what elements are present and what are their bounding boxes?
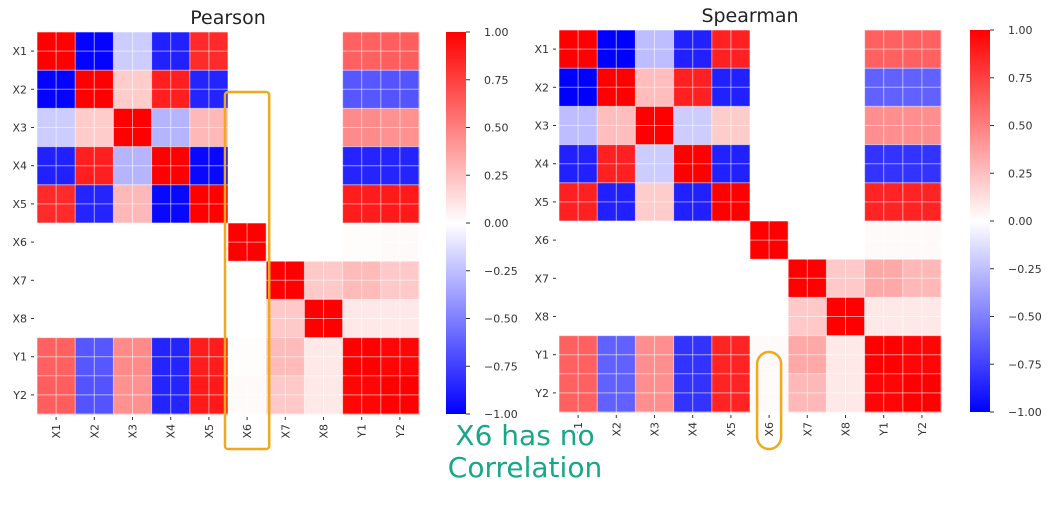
x-tick-label-X3: X3	[127, 424, 140, 439]
y-tick-label-X1: X1	[12, 45, 27, 58]
x-tick-label-X4: X4	[687, 422, 700, 437]
no-correlation-annotation: X6 has no Correlation	[430, 420, 620, 484]
colorbar-tick-label: 0.75	[1008, 72, 1033, 85]
y-tick-label-X7: X7	[12, 274, 27, 287]
y-tick-label-Y2: Y2	[12, 389, 27, 402]
y-tick-label-X5: X5	[12, 198, 27, 211]
y-tick-label-X3: X3	[12, 122, 27, 135]
x-tick-label-X2: X2	[88, 424, 101, 439]
colorbar-tick-label: 1.00	[1008, 24, 1033, 37]
x-tick-label-Y1: Y1	[356, 424, 369, 439]
x-tick-label-X6: X6	[763, 422, 776, 437]
y-tick-label-Y1: Y1	[12, 351, 27, 364]
colorbar-tick-label: 1.00	[484, 26, 509, 39]
colorbar-tick-label: 0.75	[484, 74, 509, 87]
colorbar-tick-label: 0.00	[1008, 215, 1033, 228]
colorbar-tick-label: −0.75	[484, 360, 518, 373]
x-tick-label-X7: X7	[279, 424, 292, 439]
y-tick-label-X1: X1	[534, 43, 549, 56]
x-tick-label-X8: X8	[318, 424, 331, 439]
colorbar-tick-label: −1.00	[484, 408, 518, 421]
y-tick-label-Y2: Y2	[534, 387, 549, 400]
colorbar-tick-label: −0.50	[1008, 311, 1042, 324]
y-tick-label-X7: X7	[534, 272, 549, 285]
y-tick-label-X8: X8	[534, 311, 549, 324]
y-tick-label-X2: X2	[534, 81, 549, 94]
x-tick-label-X4: X4	[165, 424, 178, 439]
colorbar-tick-label: −0.75	[1008, 358, 1042, 371]
x-tick-label-X6: X6	[241, 424, 254, 439]
annotation-line-2: Correlation	[447, 451, 603, 484]
x-tick-label-X2: X2	[610, 422, 623, 437]
x-tick-label-X7: X7	[801, 422, 814, 437]
chart-title: Spearman	[701, 5, 798, 27]
x-tick-label-X3: X3	[649, 422, 662, 437]
x-tick-label-X8: X8	[840, 422, 853, 437]
colorbar-tick-label: 0.25	[1008, 167, 1033, 180]
y-tick-label-X5: X5	[534, 196, 549, 209]
y-tick-label-X4: X4	[12, 160, 27, 173]
x-tick-label-X5: X5	[203, 424, 216, 439]
spearman-heatmap: Spearman X1 X2 X3 X4 X5 X6 X7 X8 Y1 Y2 X1 X2 X3 X4 X5 X6…	[534, 5, 1042, 451]
pearson-heatmap: Pearson X1 X2 X3 X4 X5 X6 X7 X8 Y1 Y2 X1 X2 X3 X4 X5 X6 X…	[12, 7, 518, 451]
x6-highlight-label-box	[755, 350, 783, 451]
colorbar-tick-label: 0.50	[1008, 120, 1033, 133]
y-tick-label-X2: X2	[12, 83, 27, 96]
chart-title: Pearson	[190, 7, 266, 29]
colorbar-tick-label: 0.25	[484, 169, 509, 182]
annotation-line-1: X6 has no	[455, 419, 595, 452]
colorbar-tick-label: −1.00	[1008, 406, 1042, 419]
colorbar	[970, 30, 990, 412]
y-tick-label-X8: X8	[12, 313, 27, 326]
x-tick-label-Y2: Y2	[394, 424, 407, 439]
x-tick-label-Y2: Y2	[916, 422, 929, 437]
x-tick-label-X1: X1	[50, 424, 63, 439]
colorbar-tick-label: 0.00	[484, 217, 509, 230]
x-tick-label-X1: X1	[572, 422, 585, 437]
colorbar-tick-label: 0.50	[484, 122, 509, 135]
y-tick-label-Y1: Y1	[534, 349, 549, 362]
y-tick-label-X6: X6	[534, 234, 549, 247]
y-tick-label-X6: X6	[12, 236, 27, 249]
colorbar-tick-label: −0.50	[484, 313, 518, 326]
x6-highlight-column-box	[223, 90, 271, 451]
colorbar-tick-label: −0.25	[484, 265, 518, 278]
x-tick-label-Y1: Y1	[878, 422, 891, 437]
colorbar	[446, 32, 466, 414]
y-tick-label-X4: X4	[534, 158, 549, 171]
y-tick-label-X3: X3	[534, 120, 549, 133]
colorbar-tick-label: −0.25	[1008, 263, 1042, 276]
x-tick-label-X5: X5	[725, 422, 738, 437]
